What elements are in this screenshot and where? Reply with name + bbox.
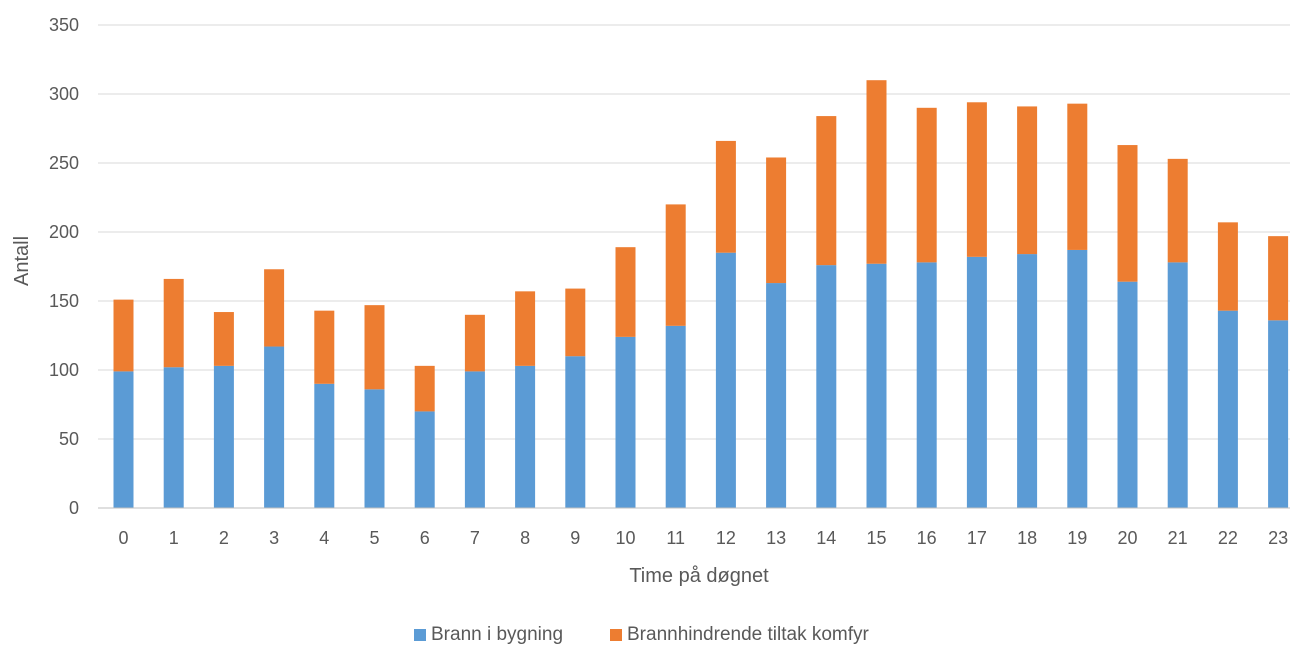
bar-segment-brann-i-bygning <box>314 383 335 508</box>
x-tick-label: 14 <box>816 528 836 548</box>
bar-segment-brann-i-bygning <box>414 411 435 508</box>
bar-segment-brannhindrende-tiltak-komfyr <box>163 278 184 368</box>
y-tick-label: 300 <box>49 84 79 104</box>
bar-segment-brann-i-bygning <box>916 262 937 508</box>
x-tick-label: 16 <box>917 528 937 548</box>
x-tick-label: 18 <box>1017 528 1037 548</box>
x-tick-label: 23 <box>1268 528 1288 548</box>
x-tick-label: 13 <box>766 528 786 548</box>
gridlines <box>98 24 1290 440</box>
y-tick-label: 0 <box>69 498 79 518</box>
x-tick-label: 17 <box>967 528 987 548</box>
x-tick-label: 11 <box>666 528 685 548</box>
x-tick-label: 2 <box>219 528 229 548</box>
bar-segment-brann-i-bygning <box>464 371 485 508</box>
bar-segment-brannhindrende-tiltak-komfyr <box>1067 103 1088 250</box>
bar-segment-brann-i-bygning <box>515 365 536 508</box>
bar-segment-brannhindrende-tiltak-komfyr <box>766 157 787 284</box>
x-tick-label: 1 <box>169 528 179 548</box>
bar-segment-brann-i-bygning <box>715 252 736 508</box>
y-tick-label: 150 <box>49 291 79 311</box>
bar-segment-brann-i-bygning <box>1268 320 1289 508</box>
bar-segment-brann-i-bygning <box>1167 262 1188 508</box>
legend-swatch <box>610 629 622 641</box>
legend-swatch <box>414 629 426 641</box>
bar-segment-brann-i-bygning <box>163 367 184 508</box>
bar-segment-brann-i-bygning <box>615 336 636 508</box>
bar-segment-brannhindrende-tiltak-komfyr <box>816 116 837 266</box>
x-axis-title: Time på døgnet <box>629 565 769 587</box>
bar-segment-brannhindrende-tiltak-komfyr <box>665 204 686 326</box>
bar-segment-brann-i-bygning <box>264 346 285 508</box>
x-tick-label: 15 <box>866 528 886 548</box>
bar-segment-brannhindrende-tiltak-komfyr <box>866 80 887 264</box>
legend-label: Brannhindrende tiltak komfyr <box>627 624 870 645</box>
x-tick-label: 0 <box>118 528 128 548</box>
x-tick-label: 22 <box>1218 528 1238 548</box>
bar-segment-brann-i-bygning <box>766 283 787 508</box>
bar-segment-brannhindrende-tiltak-komfyr <box>966 102 987 257</box>
bar-segment-brannhindrende-tiltak-komfyr <box>213 312 234 366</box>
bars <box>113 80 1289 508</box>
bar-segment-brannhindrende-tiltak-komfyr <box>1167 158 1188 263</box>
bar-segment-brann-i-bygning <box>866 263 887 508</box>
bar-segment-brann-i-bygning <box>213 365 234 508</box>
bar-segment-brannhindrende-tiltak-komfyr <box>565 288 586 357</box>
x-tick-label: 6 <box>420 528 430 548</box>
bar-segment-brann-i-bygning <box>1067 249 1088 508</box>
bar-segment-brannhindrende-tiltak-komfyr <box>1268 236 1289 321</box>
y-tick-label: 50 <box>59 429 79 449</box>
bar-segment-brannhindrende-tiltak-komfyr <box>414 365 435 412</box>
x-tick-label: 4 <box>319 528 329 548</box>
bar-segment-brannhindrende-tiltak-komfyr <box>715 140 736 253</box>
bar-segment-brannhindrende-tiltak-komfyr <box>264 269 285 347</box>
bar-segment-brannhindrende-tiltak-komfyr <box>615 247 636 337</box>
bar-segment-brannhindrende-tiltak-komfyr <box>1017 106 1038 255</box>
bar-segment-brann-i-bygning <box>1017 254 1038 508</box>
x-tick-label: 10 <box>615 528 635 548</box>
x-tick-label: 3 <box>269 528 279 548</box>
bar-segment-brann-i-bygning <box>364 389 385 508</box>
x-tick-label: 20 <box>1117 528 1137 548</box>
y-tick-label: 250 <box>49 153 79 173</box>
bar-segment-brannhindrende-tiltak-komfyr <box>364 305 385 390</box>
bar-segment-brannhindrende-tiltak-komfyr <box>314 310 335 384</box>
y-tick-label: 100 <box>49 360 79 380</box>
x-tick-label: 12 <box>716 528 736 548</box>
y-tick-label: 200 <box>49 222 79 242</box>
bar-segment-brann-i-bygning <box>1217 310 1238 508</box>
bar-segment-brann-i-bygning <box>966 256 987 508</box>
bar-segment-brannhindrende-tiltak-komfyr <box>1217 222 1238 311</box>
bar-segment-brannhindrende-tiltak-komfyr <box>113 299 134 372</box>
bar-segment-brannhindrende-tiltak-komfyr <box>1117 145 1138 282</box>
bar-segment-brann-i-bygning <box>113 371 134 508</box>
bar-segment-brann-i-bygning <box>665 325 686 508</box>
bar-segment-brannhindrende-tiltak-komfyr <box>515 291 536 366</box>
legend: Brann i bygning Brannhindrende tiltak kom… <box>414 624 870 645</box>
bar-segment-brannhindrende-tiltak-komfyr <box>916 107 937 263</box>
x-tick-label: 21 <box>1168 528 1188 548</box>
x-tick-label: 9 <box>570 528 580 548</box>
legend-label: Brann i bygning <box>431 624 563 645</box>
bar-segment-brann-i-bygning <box>1117 281 1138 508</box>
y-axis-title: Antall <box>11 236 33 286</box>
x-tick-label: 19 <box>1067 528 1087 548</box>
x-tick-label: 7 <box>470 528 480 548</box>
bar-segment-brann-i-bygning <box>816 265 837 508</box>
x-tick-label: 8 <box>520 528 530 548</box>
y-tick-label: 350 <box>49 15 79 35</box>
bar-segment-brannhindrende-tiltak-komfyr <box>464 314 485 372</box>
x-tick-label: 5 <box>369 528 379 548</box>
bar-segment-brann-i-bygning <box>565 356 586 508</box>
